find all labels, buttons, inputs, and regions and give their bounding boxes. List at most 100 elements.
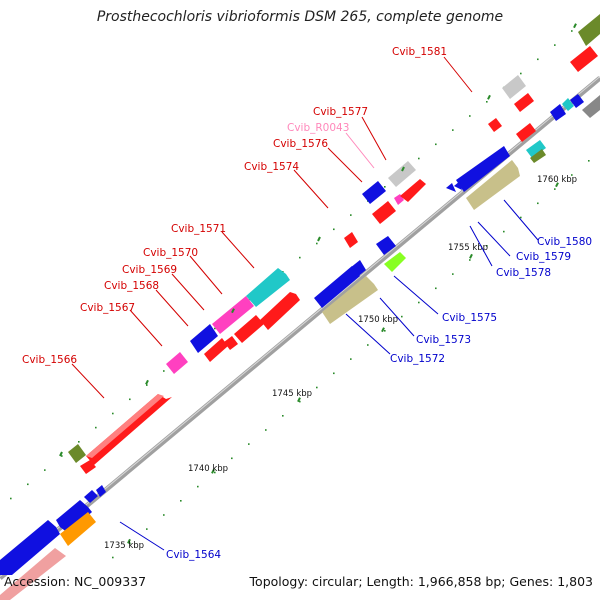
tick-dot	[401, 315, 403, 318]
leader-lines	[71, 56, 539, 551]
gene-cvib-1569[interactable]	[212, 296, 254, 334]
tick-dot	[214, 471, 216, 474]
label-cvib-1570[interactable]: Cvib_1570	[143, 247, 198, 259]
gene-red-small-1565[interactable]	[80, 460, 96, 474]
tick-dot	[418, 301, 420, 304]
gene-blue-small-1[interactable]	[84, 490, 98, 503]
gene-cvib-1576-red[interactable]	[372, 201, 396, 224]
tick-label-1755: 1755 kbp	[448, 243, 488, 253]
tick-dot	[197, 485, 199, 488]
topology-value: circular	[312, 574, 359, 589]
label-cvib-1581[interactable]: Cvib_1581	[392, 46, 447, 58]
tick-dot	[486, 101, 488, 103]
label-cvib-r0043[interactable]: Cvib_R0043	[287, 122, 349, 134]
gene-cvib-1577-gray[interactable]	[388, 161, 416, 187]
tick-dot	[367, 344, 369, 346]
gene-cvib-1579[interactable]	[456, 146, 510, 192]
gene-blue-1575b[interactable]	[376, 236, 396, 255]
tick-dot	[146, 528, 148, 530]
tick-mark	[381, 327, 385, 333]
tick-dot	[520, 72, 522, 75]
gene-cvib-1573[interactable]	[314, 266, 360, 308]
tick-mark	[573, 23, 577, 29]
label-cvib-1569[interactable]: Cvib_1569	[122, 264, 177, 276]
gene-red-1583[interactable]	[570, 46, 598, 72]
accession-footer: Accession: NC_009337	[4, 574, 146, 589]
tick-dot	[27, 483, 29, 486]
gene-red-1581a[interactable]	[488, 118, 502, 132]
label-cvib-1572[interactable]: Cvib_1572	[390, 353, 445, 365]
tick-dot	[486, 245, 488, 247]
label-cvib-1578[interactable]: Cvib_1578	[496, 267, 551, 279]
gene-cvib-1577-red[interactable]	[400, 179, 426, 202]
gene-darkolive-1565[interactable]	[68, 444, 86, 463]
gene-gray-dark[interactable]	[582, 95, 600, 118]
gene-cvib-1570-small[interactable]	[204, 338, 228, 362]
gene-cvib-1578[interactable]	[466, 160, 520, 210]
tick-dot	[146, 384, 148, 386]
gene-cvib-1576-blue[interactable]	[362, 181, 386, 204]
topology-label: Topology:	[249, 574, 309, 589]
tick-label-1760: 1760 kbp	[537, 175, 577, 185]
gene-blue-1579a[interactable]	[446, 183, 456, 192]
gene-blue-1579b[interactable]	[454, 181, 462, 190]
gene-cvib-1580-olive[interactable]	[530, 149, 546, 163]
tick-dot	[384, 330, 386, 332]
genes-top-strand	[0, 14, 600, 600]
gene-blue-1582b[interactable]	[570, 94, 584, 108]
gene-blue-small-2[interactable]	[96, 485, 106, 497]
tick-mark	[555, 182, 559, 188]
gene-blue-1582[interactable]	[550, 104, 566, 121]
label-cvib-1564[interactable]: Cvib_1564	[166, 549, 221, 561]
label-cvib-1568[interactable]: Cvib_1568	[104, 280, 159, 292]
tick-dot	[588, 160, 590, 162]
gene-cvib-1575[interactable]	[384, 252, 406, 272]
gene-cvib-1573b[interactable]	[350, 260, 366, 278]
tick-dot	[452, 273, 454, 275]
tick-dot	[435, 143, 437, 146]
label-cvib-1571[interactable]: Cvib_1571	[171, 223, 226, 235]
gene-blue-1563[interactable]	[56, 500, 92, 533]
gene-blue-lower[interactable]	[0, 520, 60, 575]
tick-mark	[297, 397, 301, 403]
label-cvib-1575[interactable]: Cvib_1575	[442, 312, 497, 324]
tick-dot	[520, 216, 522, 219]
gene-cyan-1582[interactable]	[562, 98, 574, 111]
tick-mark	[211, 468, 215, 474]
gene-cvib-1567[interactable]	[166, 352, 188, 374]
label-cvib-1574[interactable]: Cvib_1574	[244, 161, 299, 173]
gene-cvib-1572[interactable]	[322, 276, 378, 324]
tick-label-1750: 1750 kbp	[358, 315, 398, 325]
gene-cvib-1571[interactable]	[246, 268, 290, 307]
tick-dot	[554, 188, 556, 190]
gene-cvib-1570-sm2[interactable]	[224, 336, 238, 350]
label-cvib-1567[interactable]: Cvib_1567	[80, 302, 135, 314]
label-cvib-1573[interactable]: Cvib_1573	[416, 334, 471, 346]
tick-dot	[163, 370, 165, 372]
gene-red-1581b[interactable]	[516, 123, 536, 142]
tick-dot	[265, 429, 267, 431]
gene-gray-1581[interactable]	[502, 75, 526, 99]
tick-mark	[401, 166, 405, 172]
gene-cvib-1580-teal[interactable]	[526, 140, 546, 158]
tick-dot	[333, 372, 335, 375]
gene-pink-lower[interactable]	[0, 548, 66, 600]
gene-cvib-1571-red[interactable]	[260, 292, 300, 330]
tick-dot	[384, 186, 386, 188]
label-cvib-1576[interactable]: Cvib_1576	[273, 138, 328, 150]
label-cvib-1580[interactable]: Cvib_1580	[537, 236, 592, 248]
label-cvib-1577[interactable]: Cvib_1577	[313, 106, 368, 118]
tick-mark	[59, 451, 63, 457]
gene-red-1581c[interactable]	[514, 93, 534, 112]
tick-dot	[10, 497, 12, 500]
tick-dots	[10, 30, 590, 559]
label-cvib-1579[interactable]: Cvib_1579	[516, 251, 571, 263]
gene-orange-1564[interactable]	[60, 512, 96, 546]
label-cvib-1566[interactable]: Cvib_1566	[22, 354, 77, 366]
gene-cvib-1566[interactable]	[86, 394, 172, 465]
gene-cvib-1574[interactable]	[344, 232, 358, 248]
gene-cvib-1568[interactable]	[190, 324, 218, 353]
gene-labels: Cvib_1581 Cvib_1577 Cvib_R0043 Cvib_1576…	[22, 46, 592, 561]
gene-darkolive-1584[interactable]	[578, 14, 600, 46]
gene-cvib-1570-mid[interactable]	[234, 315, 264, 343]
